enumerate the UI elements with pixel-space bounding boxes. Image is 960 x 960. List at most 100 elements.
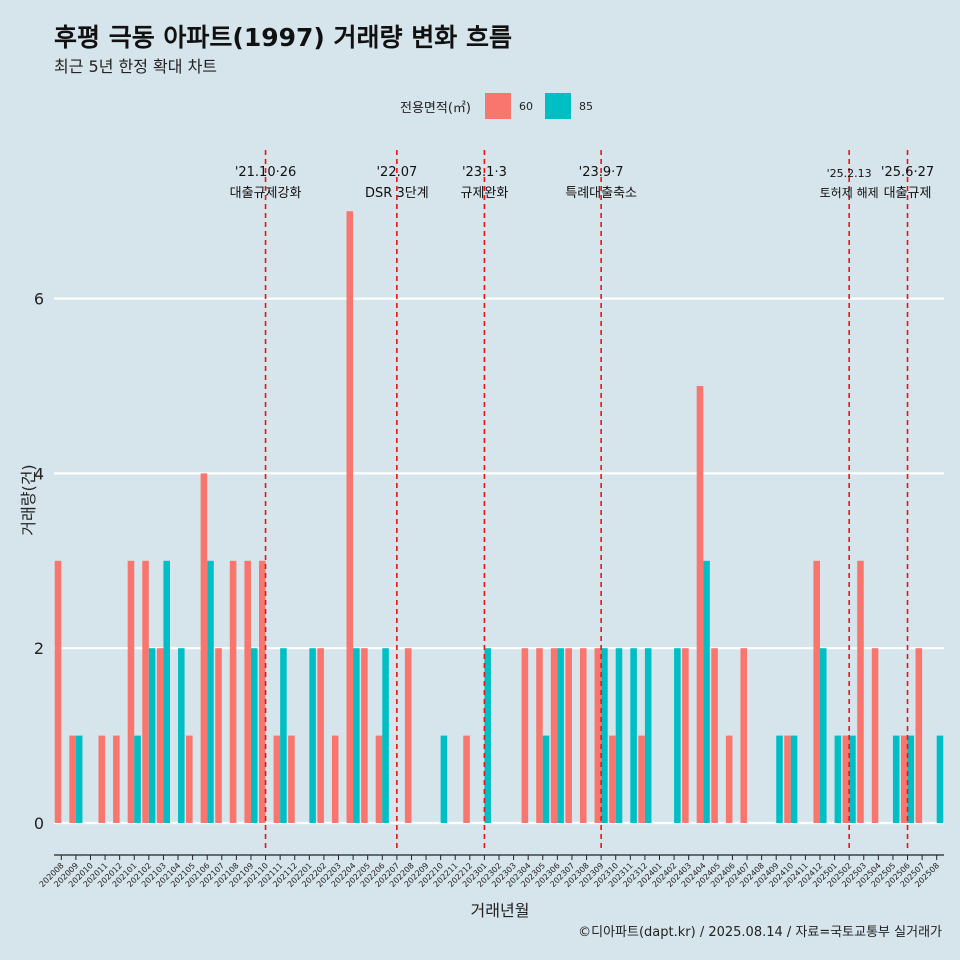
annotation-text-4: 토허제 해제 bbox=[820, 186, 879, 200]
bar-85-202310 bbox=[615, 648, 623, 823]
annotation-text-3: 특례대출축소 bbox=[565, 186, 637, 201]
bar-85-202104 bbox=[178, 648, 185, 823]
bar-85-202301 bbox=[484, 648, 491, 823]
bar-60-202108 bbox=[229, 560, 237, 823]
bar-60-202403 bbox=[682, 648, 689, 823]
bar-60-202503 bbox=[857, 560, 864, 823]
bar-60-202204 bbox=[346, 211, 354, 823]
bar-85-202206 bbox=[382, 648, 389, 823]
bar-60-202504 bbox=[871, 648, 879, 823]
bar-85-202501 bbox=[834, 735, 842, 823]
chart-subtitle: 최근 5년 한정 확대 차트 bbox=[54, 57, 218, 76]
annotation-date-2: '23.1·3 bbox=[462, 165, 507, 180]
bar-85-202505 bbox=[892, 735, 900, 823]
bar-85-202201 bbox=[309, 648, 316, 823]
bar-60-202109 bbox=[244, 560, 251, 823]
annotation-date-1: '22.07 bbox=[376, 165, 417, 180]
bar-60-202306 bbox=[550, 648, 558, 823]
bar-85-202306 bbox=[557, 648, 564, 823]
bar-60-202312 bbox=[638, 735, 645, 823]
bar-60-202110 bbox=[258, 560, 266, 823]
y-tick-label-2: 2 bbox=[34, 639, 44, 658]
bar-85-202404 bbox=[703, 560, 710, 823]
bar-60-202310 bbox=[609, 735, 616, 823]
annotation-date-0: '21.10·26 bbox=[235, 165, 296, 180]
bar-85-202502 bbox=[849, 735, 856, 823]
bar-85-202204 bbox=[353, 648, 360, 823]
bar-85-202009 bbox=[75, 735, 83, 823]
bar-85-202103 bbox=[163, 560, 170, 823]
bar-60-202410 bbox=[784, 735, 791, 823]
y-tick-label-6: 6 bbox=[34, 290, 44, 309]
bar-60-202405 bbox=[711, 648, 718, 823]
bar-60-202011 bbox=[98, 735, 106, 823]
bar-85-202311 bbox=[630, 648, 637, 823]
legend-label-85: 85 bbox=[578, 99, 593, 113]
bar-60-202208 bbox=[404, 648, 412, 823]
annotation-date-5: '25.6·27 bbox=[881, 165, 934, 180]
bar-85-202305 bbox=[542, 735, 550, 823]
bar-85-202101 bbox=[134, 735, 141, 823]
bar-60-202407 bbox=[740, 648, 748, 823]
source-caption: ©디아파트(dapt.kr) / 2025.08.14 / 자료=국토교통부 실… bbox=[578, 925, 942, 940]
bar-60-202012 bbox=[113, 735, 120, 823]
bar-85-202312 bbox=[644, 648, 652, 823]
bar-60-202203 bbox=[331, 735, 339, 823]
legend-item-60: 60 bbox=[484, 93, 533, 119]
bar-60-202008 bbox=[54, 560, 62, 823]
bar-60-202111 bbox=[273, 735, 281, 823]
bar-85-202102 bbox=[148, 648, 156, 823]
annotation-text-5: 대출규제 bbox=[884, 186, 932, 201]
bar-85-202410 bbox=[790, 735, 798, 823]
legend-item-85: 85 bbox=[544, 93, 593, 119]
bar-60-202112 bbox=[288, 735, 295, 823]
y-tick-label-0: 0 bbox=[34, 814, 44, 833]
bar-85-202309 bbox=[601, 648, 608, 823]
annotation-date-4: '25.2.13 bbox=[827, 167, 872, 180]
bar-60-202412 bbox=[813, 560, 820, 823]
annotation-date-3: '23.9·7 bbox=[579, 165, 624, 180]
legend: 전용면적(㎡) 60 85 bbox=[400, 93, 597, 119]
bar-60-202506 bbox=[900, 735, 908, 823]
bar-60-202105 bbox=[186, 735, 193, 823]
bar-60-202009 bbox=[69, 735, 76, 823]
bar-60-202205 bbox=[361, 648, 368, 823]
bar-60-202502 bbox=[842, 735, 850, 823]
annotation-text-1: DSR 3단계 bbox=[365, 186, 429, 201]
bar-60-202102 bbox=[142, 560, 149, 823]
legend-swatch-60 bbox=[484, 93, 511, 119]
legend-label-60: 60 bbox=[518, 99, 533, 113]
bar-85-202402 bbox=[674, 648, 681, 823]
y-tick-label-4: 4 bbox=[34, 464, 44, 483]
bar-60-202106 bbox=[200, 473, 208, 823]
bar-60-202304 bbox=[521, 648, 529, 823]
bar-85-202412 bbox=[819, 648, 827, 823]
y-axis-label: 거래량(건) bbox=[19, 464, 38, 535]
chart-title: 후평 극동 아파트(1997) 거래량 변화 흐름 bbox=[54, 23, 512, 52]
bar-60-202307 bbox=[565, 648, 572, 823]
bar-85-202111 bbox=[280, 648, 287, 823]
bar-60-202406 bbox=[725, 735, 733, 823]
bar-85-202409 bbox=[776, 735, 783, 823]
bar-60-202202 bbox=[317, 648, 324, 823]
bar-60-202101 bbox=[127, 560, 135, 823]
bar-85-202106 bbox=[207, 560, 214, 823]
bar-60-202206 bbox=[375, 735, 383, 823]
bar-85-202508 bbox=[936, 735, 944, 823]
bar-85-202506 bbox=[907, 735, 915, 823]
bar-60-202309 bbox=[594, 648, 602, 823]
bar-60-202404 bbox=[696, 386, 704, 823]
x-axis-label: 거래년월 bbox=[470, 901, 530, 920]
bar-60-202212 bbox=[463, 735, 470, 823]
annotation-text-0: 대출규제강화 bbox=[230, 186, 302, 201]
bar-85-202109 bbox=[250, 648, 258, 823]
bar-85-202210 bbox=[440, 735, 448, 823]
annotation-text-2: 규제완화 bbox=[460, 186, 508, 201]
bar-60-202107 bbox=[215, 648, 222, 823]
bar-60-202103 bbox=[156, 648, 164, 823]
legend-swatch-85 bbox=[544, 93, 571, 119]
bar-60-202507 bbox=[915, 648, 923, 823]
legend-title: 전용면적(㎡) bbox=[400, 100, 471, 116]
bar-60-202305 bbox=[536, 648, 543, 823]
